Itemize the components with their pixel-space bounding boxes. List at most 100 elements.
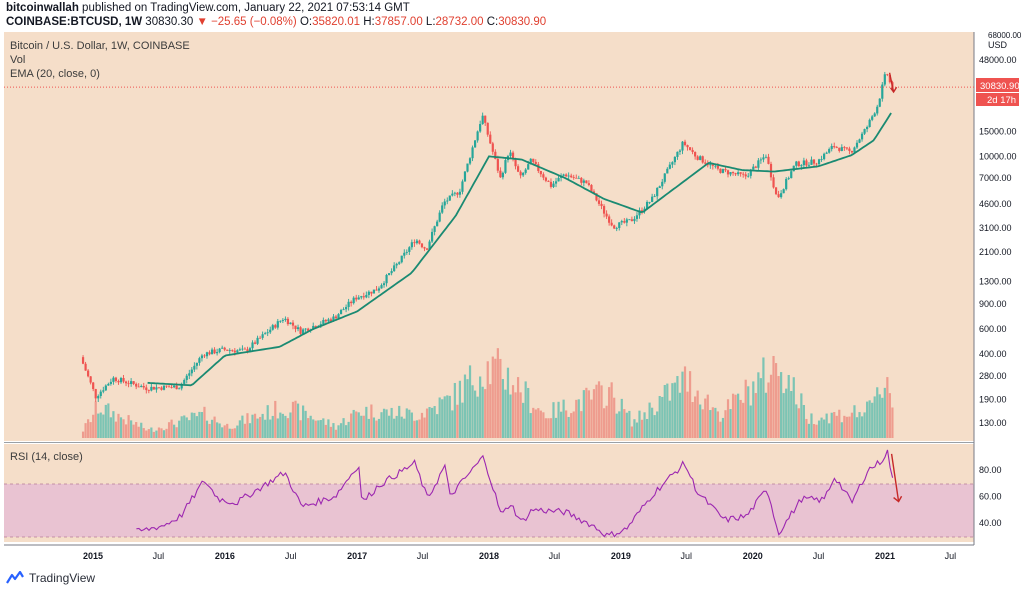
volume-bar bbox=[81, 431, 85, 438]
candle-body bbox=[701, 156, 704, 163]
symbol-label[interactable]: COINBASE:BTCUSD, 1W bbox=[6, 16, 143, 28]
candle-body bbox=[357, 297, 360, 300]
author-name[interactable]: bitcoinwallah bbox=[6, 2, 79, 14]
candle-body bbox=[200, 355, 204, 359]
candle-body bbox=[522, 172, 525, 176]
volume-bar bbox=[453, 382, 456, 438]
down-triangle-icon: ▼ bbox=[196, 16, 208, 28]
rsi-down-arrow bbox=[890, 453, 903, 503]
candle-body bbox=[387, 273, 391, 275]
candle-body bbox=[858, 139, 861, 143]
candle-body bbox=[638, 210, 641, 216]
tradingview-logo[interactable]: TradingView bbox=[6, 571, 95, 585]
volume-bar bbox=[747, 386, 750, 438]
rsi-band bbox=[4, 484, 974, 537]
tradingview-brand: TradingView bbox=[29, 571, 96, 585]
time-tick-label: Jul bbox=[549, 551, 561, 561]
candle-body bbox=[833, 146, 836, 148]
time-tick-label: 2016 bbox=[215, 551, 235, 561]
candle-body bbox=[160, 387, 163, 390]
candle-body bbox=[190, 369, 193, 374]
candle-body bbox=[582, 180, 585, 183]
volume-bar bbox=[823, 419, 826, 438]
candle-body bbox=[193, 365, 196, 370]
volume-bar bbox=[484, 389, 487, 438]
candle-body bbox=[271, 325, 274, 330]
candle-body bbox=[549, 181, 553, 187]
volume-bar bbox=[780, 372, 783, 438]
candle-body bbox=[810, 159, 813, 165]
volume-bar bbox=[418, 419, 421, 438]
candle-body bbox=[785, 178, 788, 190]
volume-bar bbox=[620, 398, 623, 438]
volume-bar bbox=[425, 408, 429, 438]
volume-bar bbox=[506, 367, 510, 438]
candle-body bbox=[203, 355, 206, 357]
volume-bar bbox=[739, 399, 742, 438]
volume-bar bbox=[367, 418, 370, 438]
volume-bar bbox=[853, 405, 856, 438]
candle-body bbox=[838, 147, 841, 151]
candle-body bbox=[479, 124, 482, 132]
volume-bar bbox=[238, 420, 241, 438]
candle-body bbox=[577, 177, 580, 179]
candle-body bbox=[729, 172, 732, 175]
volume-bar bbox=[529, 413, 532, 438]
volume-bar bbox=[688, 371, 692, 438]
volume-bar bbox=[183, 415, 186, 438]
candle-body bbox=[276, 321, 279, 328]
candle-body bbox=[104, 385, 107, 391]
volume-bar bbox=[393, 418, 396, 438]
volume-bar bbox=[709, 410, 712, 438]
volume-bar bbox=[807, 423, 811, 438]
volume-bar bbox=[539, 410, 542, 438]
candle-body bbox=[175, 385, 178, 390]
candle-body bbox=[221, 347, 224, 349]
volume-bar bbox=[575, 399, 578, 438]
candle-body bbox=[774, 187, 778, 195]
candle-body bbox=[466, 163, 469, 172]
candle-body bbox=[651, 196, 654, 202]
volume-bar bbox=[193, 412, 196, 438]
volume-bar bbox=[542, 412, 545, 438]
candle-body bbox=[438, 212, 441, 222]
price-chart[interactable]: Bitcoin / U.S. Dollar, 1W, COINBASE Vol … bbox=[0, 30, 1024, 566]
candle-body bbox=[835, 147, 838, 148]
price-tick-label: 1300.00 bbox=[979, 277, 1012, 287]
candle-body bbox=[602, 206, 606, 214]
candle-body bbox=[410, 242, 413, 248]
volume-bar bbox=[694, 396, 697, 438]
volume-bar bbox=[726, 399, 730, 438]
candle-body bbox=[241, 348, 244, 350]
candle-body bbox=[441, 205, 444, 213]
candle-body bbox=[595, 193, 598, 201]
candle-body bbox=[726, 170, 730, 175]
volume-bar bbox=[122, 419, 125, 438]
candle-body bbox=[519, 171, 522, 176]
candle-body bbox=[279, 320, 282, 322]
candle-body bbox=[787, 178, 790, 179]
volume-bar bbox=[683, 366, 687, 438]
volume-bar bbox=[666, 383, 669, 438]
volume-bar bbox=[471, 385, 474, 438]
candle-body bbox=[547, 180, 550, 182]
volume-bar bbox=[403, 418, 406, 438]
candle-body bbox=[691, 149, 694, 152]
volume-bar bbox=[486, 361, 489, 438]
candle-body bbox=[423, 247, 426, 249]
candle-body bbox=[527, 164, 530, 170]
volume-bar bbox=[398, 405, 401, 438]
candle-body bbox=[334, 316, 338, 319]
volume-bar bbox=[886, 377, 889, 438]
volume-bar bbox=[251, 414, 254, 438]
candle-body bbox=[494, 151, 497, 159]
candle-body bbox=[415, 240, 419, 244]
volume-bar bbox=[729, 409, 732, 438]
candle-body bbox=[162, 385, 166, 390]
volume-bar bbox=[114, 421, 118, 438]
candle-body bbox=[800, 165, 803, 167]
volume-bar bbox=[218, 423, 221, 438]
candle-body bbox=[828, 149, 831, 153]
candle-body bbox=[281, 319, 284, 321]
volume-bar bbox=[415, 420, 419, 438]
